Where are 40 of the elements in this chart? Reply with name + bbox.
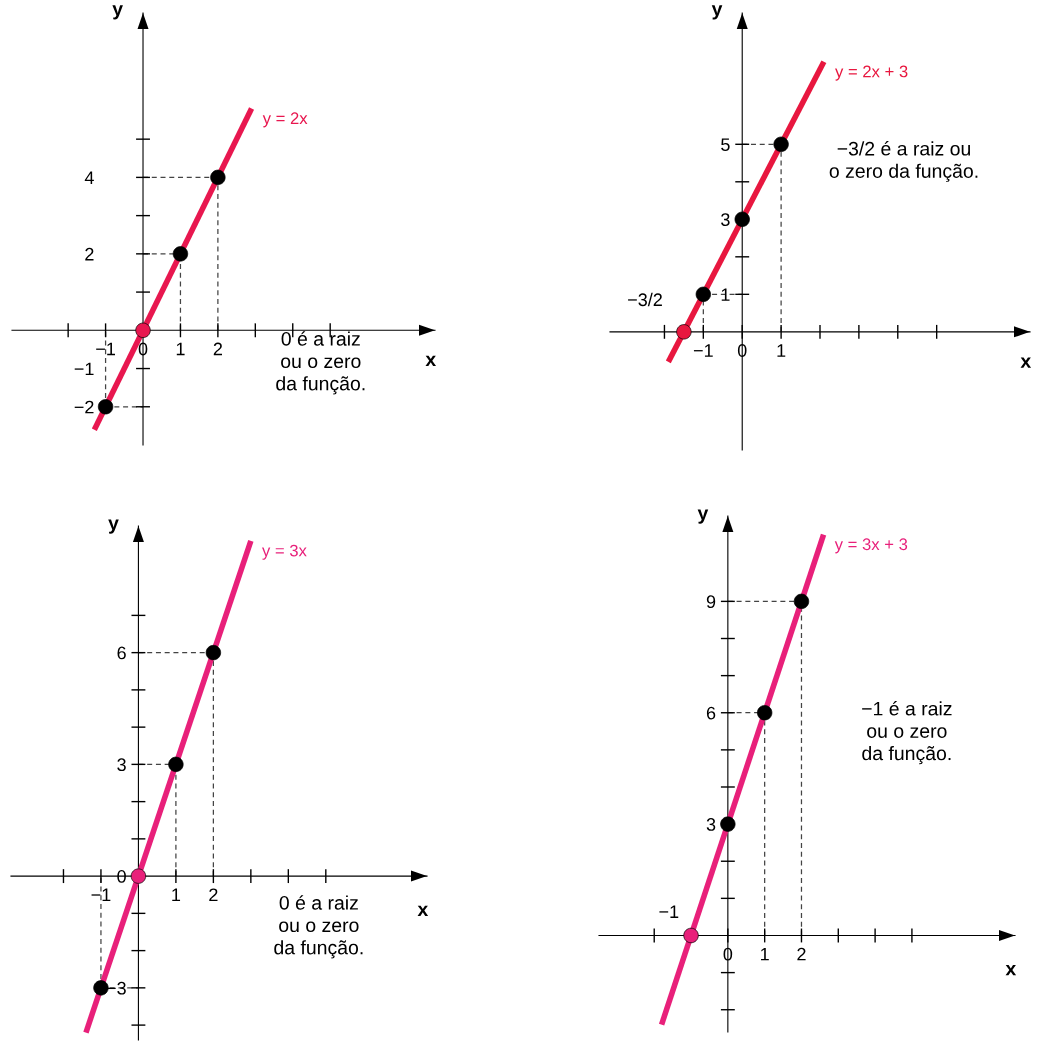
- x-tick-label: 1: [172, 888, 181, 902]
- y-tick-label: 3: [721, 213, 730, 227]
- annotation: 0 é a raiz ou o zero da função.: [276, 331, 365, 395]
- x-tick-label: 2: [797, 947, 806, 961]
- y-tick-label: 3: [706, 818, 716, 831]
- annotation: 0 é a raiz ou o zero da função.: [274, 895, 363, 959]
- x-axis-title: x: [1005, 965, 1017, 976]
- x-tick-label: 1: [777, 344, 786, 357]
- x-tick-label: 1: [761, 947, 769, 961]
- series-label: y = 3x: [262, 544, 307, 560]
- y-tick-label: 2: [85, 247, 94, 261]
- x-axis-title: x: [1020, 357, 1032, 368]
- y-tick-label: 6: [706, 706, 716, 720]
- annotation: −1 é a raiz ou o zero da função.: [862, 701, 952, 765]
- y-tick-label: 1: [721, 288, 730, 301]
- y-tick-label: 4: [84, 171, 94, 184]
- series-label: y = 2x + 3: [835, 65, 908, 81]
- series-label: y = 2x: [262, 112, 308, 128]
- series-label: y = 3x + 3: [834, 538, 908, 554]
- annotation: −3/2: [628, 292, 662, 307]
- y-axis-title: y: [697, 509, 709, 524]
- point: [97, 399, 114, 415]
- y-axis-title: y: [108, 519, 119, 534]
- x-axis-title: x: [417, 905, 429, 916]
- x-tick-label: 2: [209, 888, 218, 902]
- x-tick-label: 2: [213, 342, 222, 356]
- annotation: −3/2 é a raiz ou o zero da função.: [829, 141, 978, 182]
- x-axis-title: x: [425, 355, 437, 366]
- y-tick-label: −1: [74, 362, 94, 376]
- y-tick-label: 9: [706, 595, 716, 609]
- y-tick-label: 5: [721, 138, 730, 152]
- y-axis-title: y: [112, 5, 123, 20]
- y-axis-title: y: [711, 5, 723, 20]
- y-tick-label: −3: [106, 981, 126, 995]
- y-tick-label: 6: [117, 646, 126, 660]
- annotation: −1: [659, 905, 679, 918]
- x-tick-label: −1: [96, 342, 115, 356]
- y-tick-label: −2: [74, 400, 94, 414]
- y-tick-label: 3: [117, 758, 126, 772]
- x-tick-label: 1: [176, 342, 185, 356]
